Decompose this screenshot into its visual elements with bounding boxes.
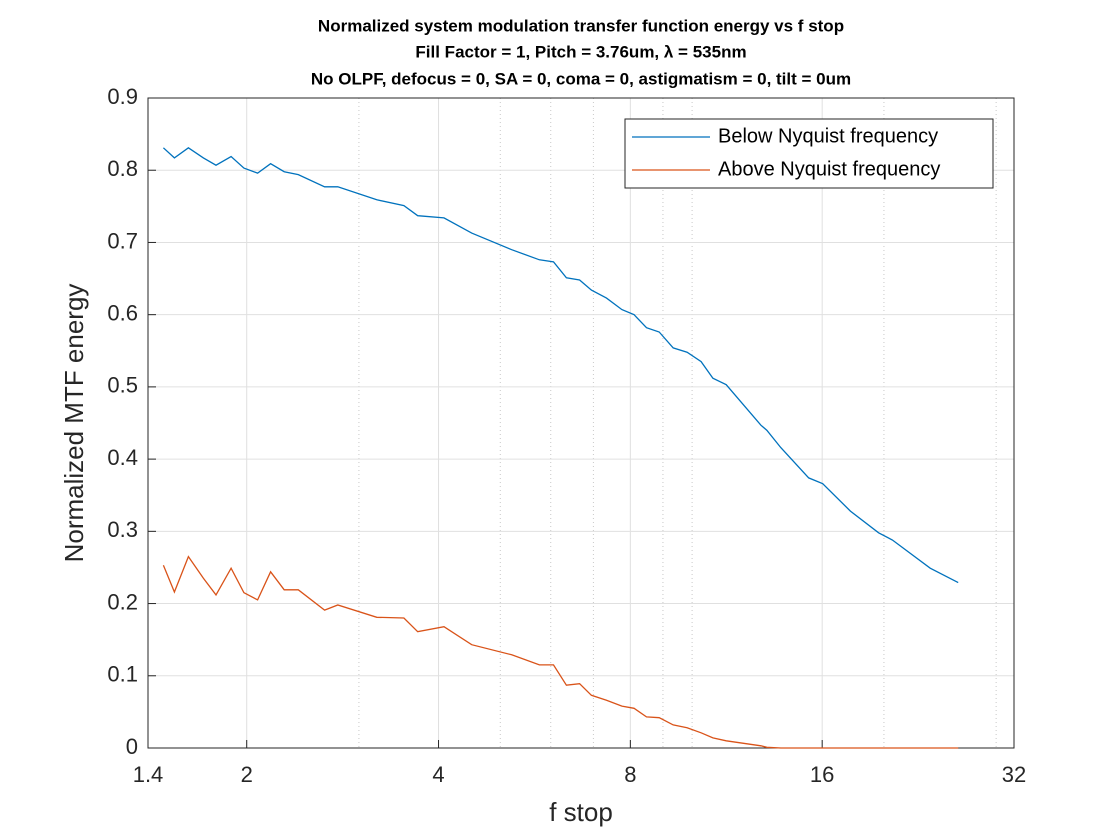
x-tick-label: 32 bbox=[1002, 762, 1026, 787]
y-tick-label: 0.1 bbox=[107, 662, 138, 687]
x-tick-label: 1.4 bbox=[133, 762, 164, 787]
y-tick-label: 0.5 bbox=[107, 373, 138, 398]
x-tick-label: 16 bbox=[810, 762, 834, 787]
y-tick-label: 0.3 bbox=[107, 517, 138, 542]
x-tick-label: 8 bbox=[624, 762, 636, 787]
chart-title: Normalized system modulation transfer fu… bbox=[318, 16, 844, 35]
chart-subtitle: No OLPF, defocus = 0, SA = 0, coma = 0, … bbox=[311, 69, 851, 88]
axes-box bbox=[147, 97, 1015, 749]
y-tick-label: 0.8 bbox=[107, 156, 138, 181]
y-tick-label: 0.6 bbox=[107, 300, 138, 325]
legend-label: Above Nyquist frequency bbox=[718, 158, 940, 180]
x-tick-label: 2 bbox=[241, 762, 253, 787]
series-line bbox=[162, 555, 959, 749]
y-tick-label: 0.4 bbox=[107, 445, 138, 470]
series-line bbox=[162, 147, 959, 584]
y-tick-label: 0.2 bbox=[107, 589, 138, 614]
chart-subtitle: Fill Factor = 1, Pitch = 3.76um, λ = 535… bbox=[415, 42, 746, 61]
plot-area bbox=[148, 98, 1014, 748]
y-tick-label: 0.7 bbox=[107, 228, 138, 253]
x-axis-label: f stop bbox=[549, 797, 613, 827]
x-tick-label: 4 bbox=[432, 762, 444, 787]
y-tick-label: 0.9 bbox=[107, 84, 138, 109]
legend-label: Below Nyquist frequency bbox=[718, 125, 938, 147]
legend-box bbox=[624, 118, 994, 189]
y-tick-label: 0 bbox=[126, 734, 138, 759]
y-axis-label: Normalized MTF energy bbox=[59, 284, 89, 563]
